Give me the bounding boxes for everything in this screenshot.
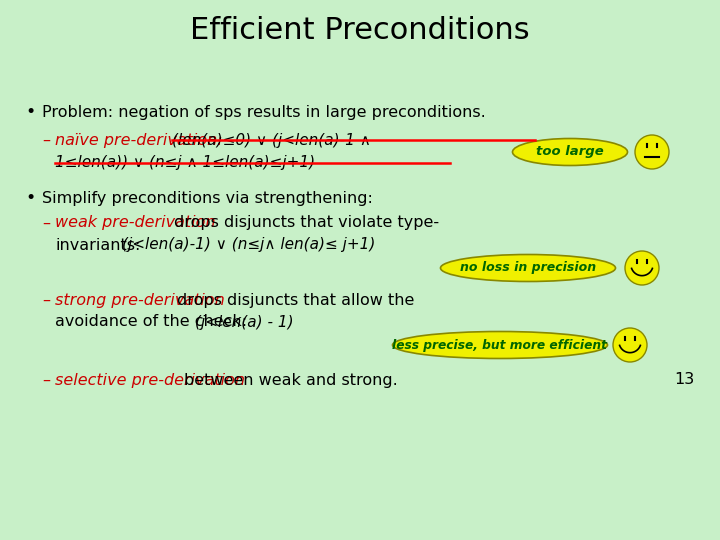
Text: 13: 13 xyxy=(675,373,695,388)
Text: invariants:: invariants: xyxy=(55,238,140,253)
Text: Problem: negation of sps results in large preconditions.: Problem: negation of sps results in larg… xyxy=(42,105,486,119)
Text: –: – xyxy=(42,373,50,388)
Text: –: – xyxy=(42,293,50,307)
Text: no loss in precision: no loss in precision xyxy=(460,261,596,274)
Circle shape xyxy=(635,135,669,169)
Text: avoidance of the check:: avoidance of the check: xyxy=(55,314,247,329)
Text: •: • xyxy=(25,103,35,121)
Text: drops disjuncts that allow the: drops disjuncts that allow the xyxy=(177,293,415,307)
Ellipse shape xyxy=(441,254,616,281)
Text: (j<len(a) - 1): (j<len(a) - 1) xyxy=(195,314,294,329)
Text: –: – xyxy=(42,215,50,231)
Circle shape xyxy=(613,328,647,362)
Text: –: – xyxy=(42,132,50,147)
Text: •: • xyxy=(25,189,35,207)
Text: naïve pre-derivation:: naïve pre-derivation: xyxy=(55,132,222,147)
Ellipse shape xyxy=(392,332,608,359)
Text: between weak and strong.: between weak and strong. xyxy=(184,373,397,388)
Text: 1≤len(a)) ∨ (n≤j ∧ 1≤len(a)≤j+1): 1≤len(a)) ∨ (n≤j ∧ 1≤len(a)≤j+1) xyxy=(55,156,315,171)
Text: too large: too large xyxy=(536,145,604,159)
Text: strong pre-derivation: strong pre-derivation xyxy=(55,293,225,307)
Text: Efficient Preconditions: Efficient Preconditions xyxy=(190,16,530,44)
Text: (j<len(a)-1) ∨ (n≤j∧ len(a)≤ j+1): (j<len(a)-1) ∨ (n≤j∧ len(a)≤ j+1) xyxy=(122,238,375,253)
Text: less precise, but more efficient: less precise, but more efficient xyxy=(392,339,608,352)
Text: weak pre-derivation: weak pre-derivation xyxy=(55,215,215,231)
Text: selective pre-derivation: selective pre-derivation xyxy=(55,373,245,388)
Text: Simplify preconditions via strengthening:: Simplify preconditions via strengthening… xyxy=(42,191,373,206)
Circle shape xyxy=(625,251,659,285)
Text: (len(a)≤0) ∨ (j<len(a)-1 ∧: (len(a)≤0) ∨ (j<len(a)-1 ∧ xyxy=(172,132,371,147)
Text: drops disjuncts that violate type-: drops disjuncts that violate type- xyxy=(174,215,439,231)
Ellipse shape xyxy=(513,138,628,165)
